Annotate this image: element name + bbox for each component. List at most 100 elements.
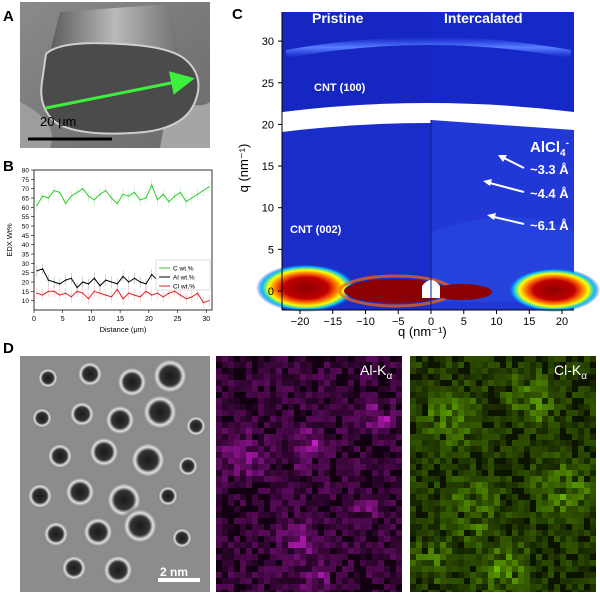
- map-pixel: [458, 440, 464, 446]
- map-pixel: [240, 512, 246, 518]
- map-pixel: [306, 368, 312, 374]
- map-pixel: [506, 506, 512, 512]
- map-pixel: [422, 452, 428, 458]
- x-tick-label: 30: [202, 316, 210, 323]
- map-pixel: [428, 380, 434, 386]
- panel-c-letter: C: [232, 6, 243, 23]
- map-pixel: [428, 428, 434, 434]
- map-pixel: [524, 560, 530, 566]
- map-pixel: [378, 578, 384, 584]
- map-pixel: [548, 572, 554, 578]
- map-pixel: [384, 512, 390, 518]
- map-pixel: [476, 500, 482, 506]
- map-pixel: [354, 470, 360, 476]
- map-pixel: [246, 368, 252, 374]
- map-pixel: [506, 482, 512, 488]
- map-pixel: [548, 476, 554, 482]
- map-pixel: [416, 542, 422, 548]
- map-pixel: [476, 518, 482, 524]
- map-pixel: [488, 458, 494, 464]
- map-pixel: [584, 398, 590, 404]
- map-pixel: [542, 374, 548, 380]
- map-pixel: [342, 524, 348, 530]
- map-pixel: [524, 482, 530, 488]
- map-pixel: [228, 560, 234, 566]
- map-pixel: [572, 374, 578, 380]
- map-pixel: [270, 566, 276, 572]
- map-pixel: [512, 500, 518, 506]
- map-pixel: [410, 500, 416, 506]
- map-pixel: [584, 572, 590, 578]
- map-pixel: [548, 386, 554, 392]
- data-point: [174, 195, 176, 197]
- map-pixel: [530, 566, 536, 572]
- map-pixel: [360, 476, 366, 482]
- map-pixel: [306, 452, 312, 458]
- map-pixel: [366, 488, 372, 494]
- map-pixel: [258, 452, 264, 458]
- map-pixel: [572, 428, 578, 434]
- map-pixel: [476, 494, 482, 500]
- map-pixel: [530, 578, 536, 584]
- map-pixel: [366, 398, 372, 404]
- map-pixel: [530, 398, 536, 404]
- map-pixel: [360, 452, 366, 458]
- map-pixel: [482, 434, 488, 440]
- map-pixel: [416, 482, 422, 488]
- map-pixel: [578, 368, 584, 374]
- map-pixel: [440, 518, 446, 524]
- map-pixel: [390, 422, 396, 428]
- map-pixel: [324, 512, 330, 518]
- map-pixel: [270, 530, 276, 536]
- map-pixel: [422, 530, 428, 536]
- map-pixel: [518, 512, 524, 518]
- map-pixel: [458, 356, 464, 362]
- map-pixel: [354, 374, 360, 380]
- map-pixel: [440, 566, 446, 572]
- map-pixel: [428, 590, 434, 592]
- data-point: [139, 296, 141, 298]
- map-pixel: [342, 392, 348, 398]
- map-pixel: [384, 422, 390, 428]
- map-pixel: [458, 392, 464, 398]
- map-pixel: [246, 392, 252, 398]
- map-pixel: [252, 524, 258, 530]
- nanotube-cross-section: [156, 484, 180, 508]
- map-pixel: [318, 434, 324, 440]
- c-y-tick-label: 15: [262, 161, 274, 173]
- panel-a-sem-image: [20, 2, 210, 148]
- map-pixel: [300, 572, 306, 578]
- map-pixel: [348, 524, 354, 530]
- map-pixel: [294, 590, 300, 592]
- c-x-tick-label: −20: [291, 316, 310, 328]
- map-pixel: [458, 488, 464, 494]
- map-pixel: [300, 518, 306, 524]
- map-pixel: [458, 560, 464, 566]
- map-pixel: [572, 524, 578, 530]
- map-pixel: [270, 488, 276, 494]
- map-pixel: [348, 368, 354, 374]
- map-pixel: [410, 476, 416, 482]
- map-pixel: [246, 446, 252, 452]
- map-pixel: [548, 380, 554, 386]
- map-pixel: [554, 500, 560, 506]
- map-pixel: [384, 566, 390, 572]
- map-pixel: [318, 482, 324, 488]
- map-pixel: [506, 536, 512, 542]
- map-pixel: [422, 554, 428, 560]
- map-pixel: [258, 368, 264, 374]
- map-pixel: [300, 548, 306, 554]
- y-tick-label: 75: [22, 177, 30, 184]
- map-pixel: [234, 410, 240, 416]
- map-pixel: [590, 482, 596, 488]
- map-pixel: [578, 548, 584, 554]
- map-pixel: [258, 458, 264, 464]
- map-pixel: [336, 368, 342, 374]
- map-pixel: [530, 404, 536, 410]
- map-pixel: [324, 584, 330, 590]
- map-pixel: [416, 500, 422, 506]
- map-pixel: [512, 464, 518, 470]
- map-pixel: [434, 512, 440, 518]
- map-pixel: [488, 374, 494, 380]
- map-pixel: [518, 518, 524, 524]
